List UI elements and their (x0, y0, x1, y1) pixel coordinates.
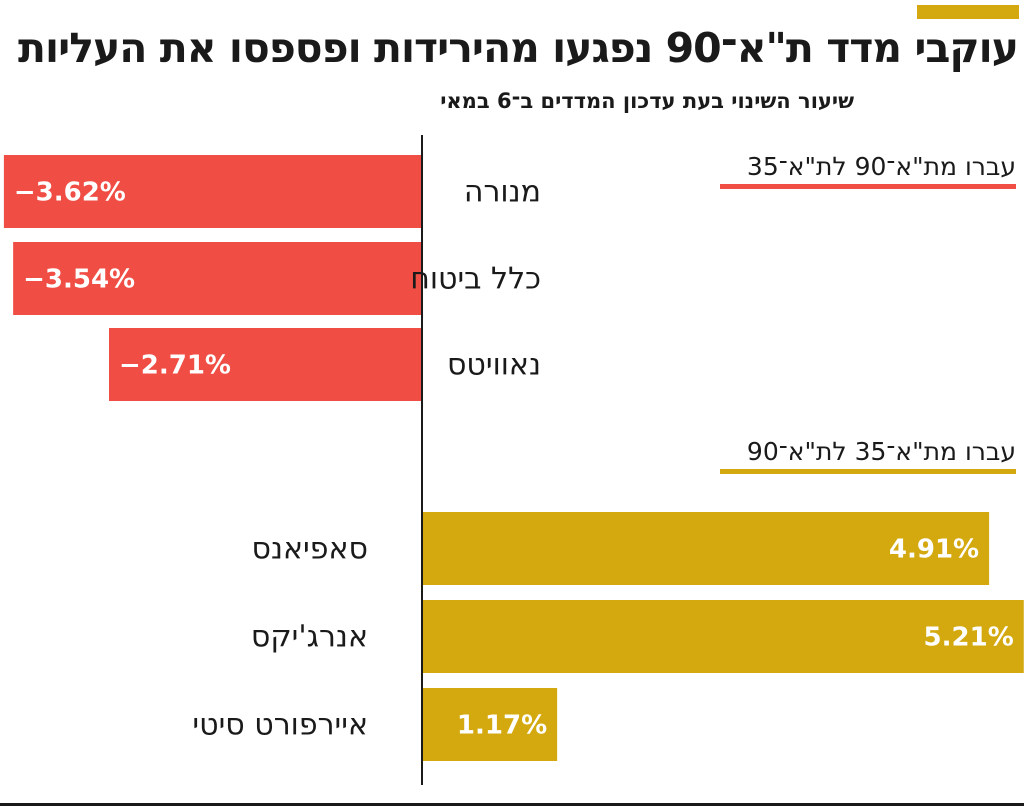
bar-value-label: 4.91% (889, 535, 979, 565)
chart-title: עוקבי מדד ת"א־90 נפגעו מהירידות ופספסו א… (18, 24, 1019, 72)
chart-subtitle: שיעור השינוי בעת עדכון המדדים ב־6 במאי (440, 89, 854, 113)
bar (422, 688, 558, 761)
bar (3, 155, 422, 228)
category-label: אנרג'יקס (251, 620, 368, 655)
legend-label: עברו מת"א־90 לת"א־35 (747, 152, 1016, 181)
bar (13, 242, 422, 315)
bar-value-label: 1.17% (457, 711, 547, 741)
category-label: מנורה (464, 175, 541, 210)
category-label: סאפיאנס (252, 532, 369, 567)
bar-value-label: 5.21% (924, 623, 1014, 653)
bar-value-label: −3.62% (14, 178, 126, 208)
category-label: כלל ביטוח (410, 262, 541, 297)
legend-underline (720, 184, 1016, 189)
bar (422, 600, 1024, 673)
category-label: איירפורט סיטי (192, 708, 368, 743)
legend-underline (720, 469, 1016, 474)
bar-value-label: −3.54% (23, 265, 135, 295)
bar-value-label: −2.71% (119, 351, 231, 381)
category-label: נאוויטס (447, 348, 541, 383)
bar (108, 328, 423, 401)
accent-bar (917, 5, 1019, 19)
bar (422, 512, 990, 585)
bottom-divider (0, 803, 1024, 806)
legend-label: עברו מת"א־35 לת"א־90 (747, 437, 1016, 466)
